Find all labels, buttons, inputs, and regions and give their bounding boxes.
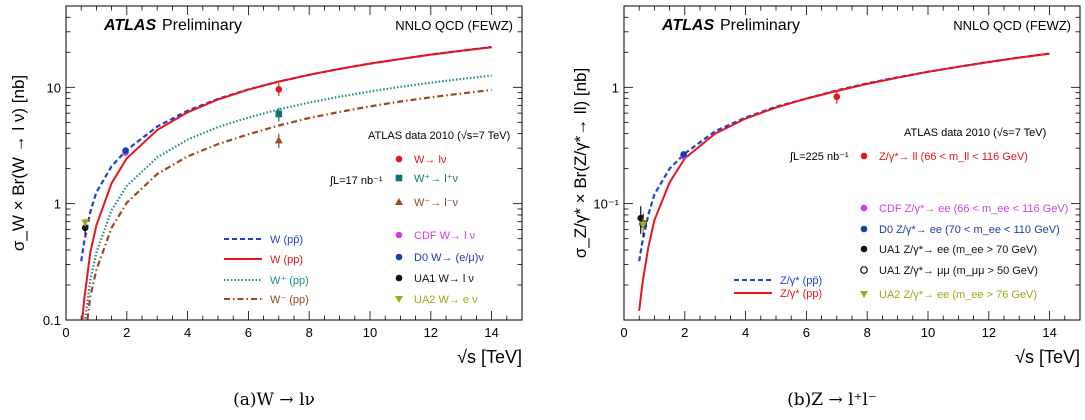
curves	[80, 45, 492, 320]
legend-label-1: CDF Z/γ*→ ee (66 < m_ee < 116 GeV)	[879, 203, 1068, 215]
data-point-0	[275, 86, 283, 93]
legend-label-3: CDF W→ l ν	[414, 230, 476, 242]
x-axis-label: √s [TeV]	[457, 347, 522, 367]
legend-label-6: UA2 W→ e ν	[414, 294, 478, 306]
legend-label-5: UA1 W→ l ν	[414, 273, 474, 285]
legend-marker-4	[395, 253, 403, 261]
data-legend-title: ATLAS data 2010 (√s=7 TeV)	[904, 127, 1046, 139]
x-tick-label: 10	[363, 325, 377, 340]
preliminary-label: Preliminary	[720, 17, 800, 34]
x-tick-label: 4	[742, 325, 749, 340]
legend-marker-6	[395, 296, 403, 303]
x-tick-label: 12	[982, 325, 996, 340]
legend-marker-5	[395, 274, 403, 282]
data-point-1	[275, 110, 283, 118]
legend-marker-1	[860, 204, 868, 212]
preliminary-label: Preliminary	[162, 17, 242, 34]
series-line-1	[81, 46, 492, 320]
x-tick-label: 0	[62, 325, 69, 340]
lumi-label: ∫L=17 nb⁻¹	[329, 175, 383, 187]
legend-series-label-0: Z/γ* (pp̄)	[780, 275, 822, 287]
legend-series-label-1: W (pp)	[270, 254, 303, 266]
legend-series-label-1: Z/γ* (pp)	[780, 288, 822, 300]
panel-a-w: 0 2 4 6 8 10 12 14 0.1 1 10 ATLAS Preliminary NNLO QC…	[9, 5, 523, 410]
legend-label-5: UA2 Z/γ*→ ee (m_ee > 76 GeV)	[879, 289, 1037, 301]
panel-b-z: 0 2 4 6 8 10 12 14 10⁻¹ 1 ATLAS Preliminary NNLO QCD…	[571, 5, 1081, 410]
data-point-5	[639, 221, 648, 229]
y-tick-label: 1	[612, 80, 619, 95]
legend-label-1: W⁺→ l⁺ν	[414, 173, 458, 185]
x-tick-label: 8	[306, 325, 313, 340]
series-line-3	[86, 88, 492, 320]
x-tick-label: 2	[123, 325, 130, 340]
atlas-label: ATLAS	[103, 17, 156, 34]
x-tick-label: 12	[424, 325, 438, 340]
x-tick-label: 14	[484, 325, 498, 340]
lumi-label: ∫L=225 nb⁻¹	[789, 151, 849, 163]
legend-series-label-2: W⁺ (pp)	[270, 275, 309, 287]
theory-label: NNLO QCD (FEWZ)	[395, 18, 513, 33]
atlas-label: ATLAS	[661, 17, 714, 34]
series-line-1	[638, 52, 1050, 311]
data-point-3	[637, 214, 645, 222]
series-line-0	[638, 52, 1050, 262]
legend-marker-0	[860, 152, 868, 160]
y-axis-label: σ_Z/γ* × Br(Z/γ*→ ll) [nb]	[571, 68, 590, 258]
y-tick-label: 1	[54, 197, 61, 212]
data-point-4	[122, 147, 129, 154]
legend-label-0: W→ lν	[414, 154, 447, 166]
x-tick-label: 14	[1042, 325, 1056, 340]
legend-label-3: UA1 Z/γ*→ ee (m_ee > 70 GeV)	[879, 244, 1037, 256]
x-tick-label: 8	[864, 325, 871, 340]
data-point-2	[274, 136, 283, 144]
legend-label-2: W⁻→ l⁻ν	[414, 197, 458, 209]
legend-marker-5	[860, 291, 868, 298]
legend-label-2: D0 Z/γ*→ ee (70 < m_ee < 110 GeV)	[879, 224, 1060, 236]
curves	[638, 52, 1050, 311]
legend-label-4: UA1 Z/γ*→ μμ (m_μμ > 50 GeV)	[879, 265, 1038, 277]
data-point-6	[81, 219, 90, 227]
x-tick-label: 10	[921, 325, 935, 340]
y-tick-label: 0.1	[43, 313, 61, 328]
panel-caption: (b)Z → l⁺l⁻	[787, 390, 877, 410]
legend-label-4: D0 W→ (e/μ)ν	[414, 252, 484, 264]
legend-series-label-3: W⁻ (pp)	[270, 294, 309, 306]
x-tick-label: 4	[184, 325, 191, 340]
panel-caption: (a)W → lν	[233, 390, 315, 410]
legend-marker-3	[395, 231, 403, 239]
y-tick-label: 10	[47, 80, 61, 95]
y-axis-label: σ_W × Br(W → l ν) [nb]	[9, 75, 28, 251]
legend-marker-2	[860, 225, 868, 233]
theory-label: NNLO QCD (FEWZ)	[953, 18, 1071, 33]
x-tick-label: 6	[803, 325, 810, 340]
data-point-2	[680, 151, 687, 158]
x-tick-label: 6	[245, 325, 252, 340]
legend-marker-2	[395, 198, 403, 205]
series-line-2	[83, 74, 492, 320]
y-tick-label: 10⁻¹	[593, 197, 619, 212]
legend-marker-3	[860, 245, 868, 253]
x-tick-label: 0	[620, 325, 627, 340]
x-axis-label: √s [TeV]	[1015, 347, 1080, 367]
legend-marker-0	[395, 155, 403, 163]
x-tick-label: 2	[681, 325, 688, 340]
data-point-0	[833, 93, 841, 101]
legend-series-label-0: W (pp̄)	[270, 234, 303, 246]
legend-marker-4	[860, 266, 868, 274]
data-legend-title: ATLAS data 2010 (√s=7 TeV)	[368, 130, 510, 142]
legend-marker-1	[395, 174, 403, 182]
data-point-5	[81, 224, 89, 232]
legend-label-0: Z/γ*→ ll (66 < m_ll < 116 GeV)	[879, 151, 1028, 163]
